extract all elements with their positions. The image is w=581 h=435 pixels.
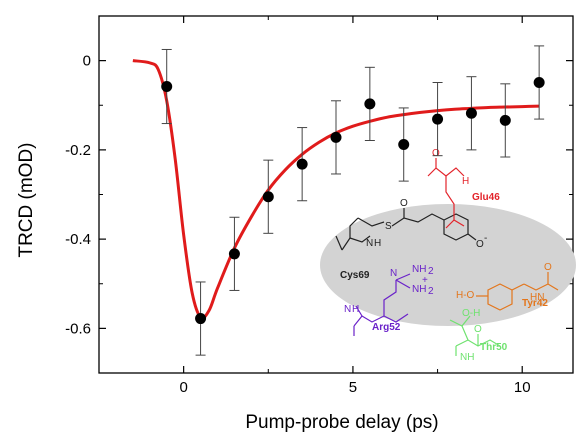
glu46-group [427, 158, 465, 229]
data-point-group [228, 216, 240, 291]
y-axis-title: TRCD (mOD) [16, 142, 37, 257]
data-point-group [364, 66, 376, 142]
thr-o-atom: O [474, 324, 482, 335]
data-point [364, 98, 376, 110]
data-point [195, 313, 207, 325]
y-tick-label: -0.4 [65, 231, 91, 248]
thr-nh-atom: NH [460, 352, 474, 363]
glu46-label: Glu46 [472, 192, 500, 203]
chromophore-minus: - [484, 233, 487, 244]
arg-h-atom: H [352, 304, 359, 315]
x-tick-label: 5 [349, 379, 357, 396]
tyr-o-atom: O [544, 262, 552, 273]
active-site-inset: Cys69 N H S O O - Glu46 O H Tyr42 H-O O … [320, 148, 576, 363]
cys-h-atom: H [374, 238, 381, 249]
data-point-group [432, 81, 444, 157]
chromophore-o-atom: O [476, 239, 484, 250]
cys-n-atom: N [366, 238, 373, 249]
data-point-group [296, 127, 308, 202]
arg-nh-atom: N [344, 304, 351, 315]
cys69-label: Cys69 [340, 270, 370, 281]
data-point-group [398, 107, 410, 182]
glu-o-atom: O [432, 148, 440, 159]
x-axis-ticks: 0 5 10 [98, 16, 531, 396]
y-tick-label: -0.2 [65, 142, 91, 159]
arg-plus: + [422, 275, 428, 286]
x-tick-label: 0 [179, 379, 187, 396]
cys-s-atom: S [385, 221, 392, 232]
y-tick-label: -0.6 [65, 320, 91, 337]
tyr42-label: Tyr42 [522, 298, 548, 309]
data-point [465, 107, 477, 119]
tyr42-group [476, 272, 559, 311]
arg-nh2-lower: NH [412, 284, 426, 295]
tyr-hn-atom: HN [530, 292, 544, 303]
thr50-group [449, 315, 501, 356]
data-point-group [330, 100, 342, 175]
data-point-group [533, 45, 545, 120]
cys69-group [335, 208, 477, 251]
thr-oh-atom: O-H [462, 308, 480, 319]
arg-nh2-upper: NH [412, 264, 426, 275]
y-tick-label: 0 [83, 53, 91, 70]
data-point-group [161, 48, 173, 125]
thr50-label: Thr50 [480, 342, 508, 353]
x-tick-label: 10 [514, 379, 531, 396]
data-point [296, 158, 308, 170]
data-point-group [262, 159, 274, 234]
data-point [330, 131, 342, 143]
arg-nh2-upper-sub: 2 [428, 266, 434, 277]
cys-o-atom: O [400, 198, 408, 209]
data-point [161, 81, 173, 93]
data-point [398, 139, 410, 151]
data-point-group [195, 281, 207, 356]
data-point-group [499, 83, 511, 158]
tyr-ho-atom: H-O [456, 290, 475, 301]
x-axis-title: Pump-probe delay (ps) [245, 412, 438, 433]
glu-nh-atom: H [462, 176, 469, 187]
data-point-group [465, 76, 477, 151]
data-point [499, 114, 511, 126]
arg-nh2-lower-sub: 2 [428, 286, 434, 297]
data-point [262, 191, 274, 203]
arg52-group [353, 273, 411, 336]
arg52-label: Arg52 [372, 322, 401, 333]
data-point [228, 248, 240, 260]
arg-n-atom: N [390, 268, 397, 279]
y-axis-ticks: 0 -0.2 -0.4 -0.6 [65, 15, 573, 374]
data-points-layer [161, 45, 545, 356]
data-point [533, 76, 545, 88]
data-point [432, 113, 444, 125]
